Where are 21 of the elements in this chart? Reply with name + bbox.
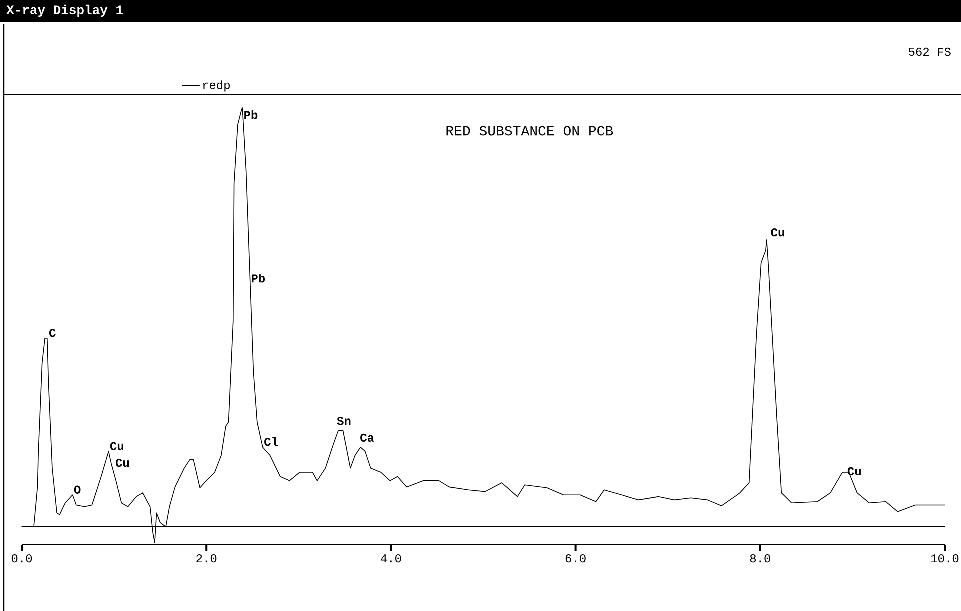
x-tick-label: 8.0 <box>750 554 770 563</box>
annotation: Sn <box>337 417 351 426</box>
annotation: Cu <box>771 228 784 237</box>
annotation: Pb <box>244 110 258 120</box>
x-tick-label: 2.0 <box>196 554 217 563</box>
x-tick-label: 6.0 <box>566 554 586 563</box>
annotation: Pb <box>252 274 266 283</box>
annotation: Ca <box>360 434 374 442</box>
chart-title: X-ray Display 1 <box>6 4 123 18</box>
annotation: Cl <box>264 437 278 446</box>
annotation: Cu <box>848 467 861 476</box>
x-tick-label: 0.0 <box>12 554 32 563</box>
annotation: O <box>74 486 81 494</box>
x-tick-label: 10.0 <box>931 554 959 563</box>
annotation: Cu <box>116 458 130 468</box>
legend-label: redp <box>203 80 230 92</box>
text: 562 FS <box>909 48 951 56</box>
x-tick-label: 4.0 <box>381 554 402 563</box>
annotation: Cu <box>110 442 124 450</box>
annotation: C <box>50 329 56 338</box>
text: RED SUBSTANCE ON PCB <box>446 126 614 136</box>
